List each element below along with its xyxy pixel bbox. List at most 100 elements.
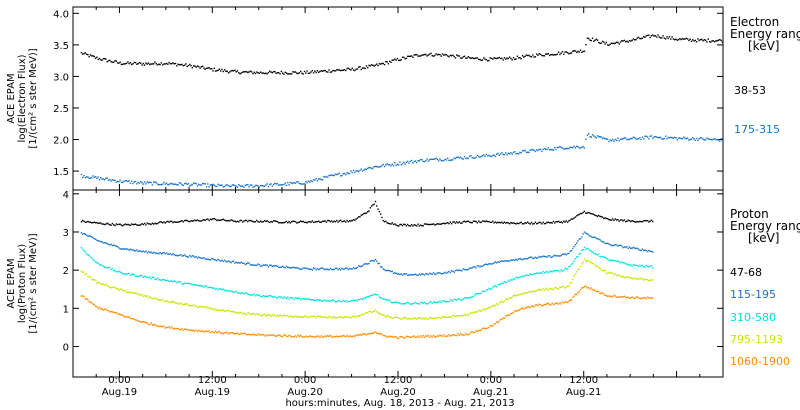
data-point (279, 184, 281, 186)
data-point (118, 247, 120, 249)
data-point (266, 220, 268, 222)
data-point (534, 256, 537, 258)
data-point (198, 183, 200, 186)
data-point (546, 53, 548, 55)
data-point (253, 334, 255, 336)
data-point (639, 137, 641, 139)
data-point (489, 288, 491, 290)
data-point (614, 260, 617, 262)
data-point (363, 263, 365, 266)
data-point (652, 267, 654, 269)
data-point (599, 135, 601, 138)
data-point (431, 54, 433, 57)
data-point (111, 244, 114, 247)
data-point (330, 71, 333, 73)
data-point (98, 222, 101, 224)
data-point (294, 182, 297, 184)
data-point (435, 223, 437, 226)
data-point (177, 327, 179, 330)
data-point (275, 264, 277, 267)
data-point (505, 152, 507, 154)
data-point (207, 218, 209, 220)
data-point (150, 223, 152, 226)
data-point (426, 273, 428, 275)
data-point (551, 302, 553, 304)
data-point (283, 222, 285, 224)
data-point (476, 292, 479, 295)
data-point (528, 274, 530, 276)
data-point (605, 257, 608, 259)
data-point (87, 254, 89, 256)
data-point (507, 152, 510, 154)
data-point (204, 219, 206, 222)
data-point (288, 316, 290, 318)
data-point (336, 69, 338, 71)
data-point (320, 300, 323, 302)
data-point (471, 330, 473, 333)
data-point (309, 335, 311, 337)
data-point (256, 184, 258, 187)
data-point (367, 167, 369, 170)
data-point (667, 37, 669, 40)
data-point (444, 300, 446, 303)
data-point (586, 134, 589, 137)
data-point (319, 178, 321, 180)
data-point (351, 219, 353, 222)
data-point (196, 65, 199, 67)
data-point (526, 54, 529, 57)
data-point (585, 285, 587, 287)
data-point (650, 265, 653, 267)
data-point (635, 138, 637, 140)
data-point (612, 259, 614, 261)
data-point (142, 183, 145, 185)
data-point (365, 168, 368, 171)
data-point (587, 286, 589, 289)
data-point (600, 292, 602, 295)
data-point (388, 299, 391, 302)
data-point (483, 264, 485, 266)
data-point (480, 292, 482, 295)
data-point (222, 288, 225, 290)
data-point (186, 65, 188, 68)
data-point (400, 303, 402, 305)
data-point (494, 221, 497, 223)
data-point (606, 218, 609, 220)
data-point (238, 72, 240, 74)
data-point (125, 180, 128, 182)
data-point (269, 334, 271, 336)
data-point (201, 306, 204, 309)
data-point (440, 335, 442, 337)
data-point (173, 63, 175, 65)
data-point (92, 303, 94, 305)
data-point (502, 222, 504, 225)
data-point (715, 138, 717, 141)
data-point (652, 297, 654, 299)
data-point (416, 336, 418, 338)
data-point (125, 247, 128, 250)
data-point (298, 335, 301, 338)
data-point (129, 291, 132, 294)
data-point (116, 180, 119, 183)
data-point (91, 236, 93, 238)
data-point (214, 185, 217, 187)
data-point (360, 313, 362, 316)
data-point (609, 219, 611, 221)
data-point (120, 271, 123, 274)
data-point (643, 138, 645, 140)
data-point (103, 284, 106, 287)
data-point (601, 137, 604, 140)
data-point (176, 327, 178, 330)
data-point (356, 266, 359, 269)
data-point (627, 296, 629, 299)
data-point (523, 150, 525, 152)
data-point (428, 317, 431, 319)
data-point (445, 54, 448, 56)
data-point (94, 238, 97, 240)
data-point (315, 269, 317, 271)
data-point (395, 224, 397, 226)
data-point (209, 259, 212, 261)
data-point (466, 57, 468, 59)
data-point (498, 261, 500, 264)
data-point (195, 66, 197, 68)
data-point (276, 297, 279, 299)
